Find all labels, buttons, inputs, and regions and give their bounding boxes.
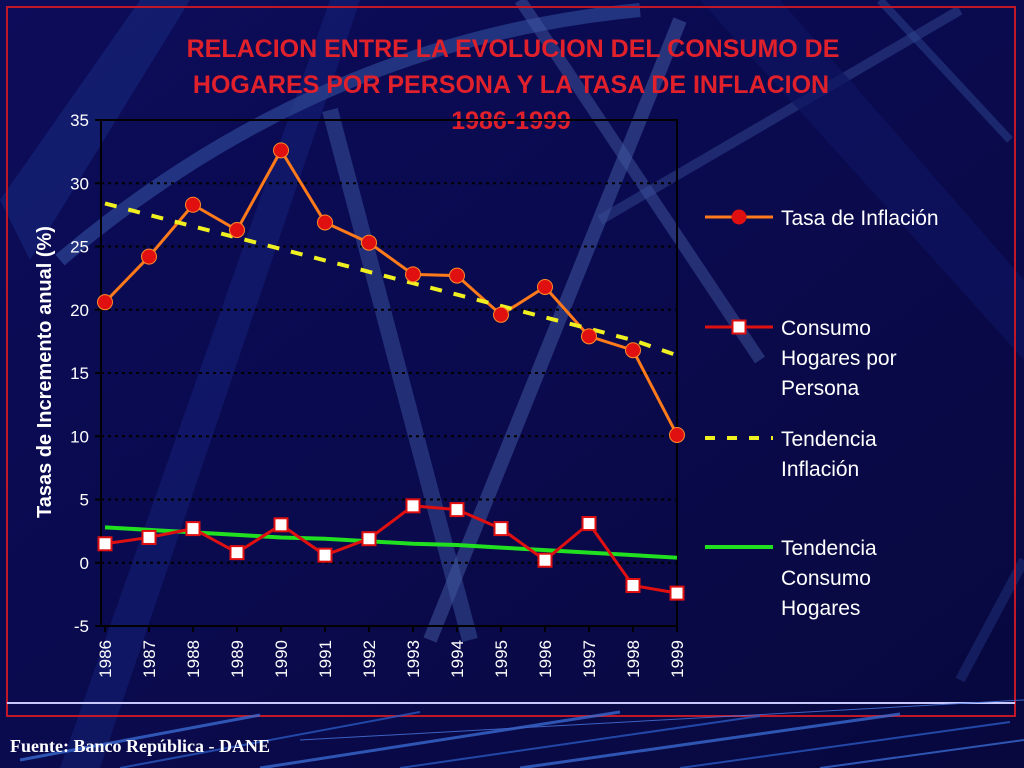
consumption-point <box>581 516 597 532</box>
consumption-point <box>97 536 113 552</box>
x-tick-label: 1989 <box>228 640 247 678</box>
consumption-point <box>361 531 377 547</box>
y-tick-label: 10 <box>70 427 89 446</box>
legend: Tasa de Inflación Consumo Hogares por Perso… <box>705 207 939 620</box>
x-tick-label: 1997 <box>580 640 599 678</box>
inflation-point <box>581 328 597 345</box>
plot-area: -5 0 5 10 15 20 25 30 35 1986 1987 1988 1989 1990 199… <box>70 111 687 678</box>
inflation-point <box>361 234 377 251</box>
legend-label: Inflación <box>781 458 859 481</box>
inflation-point <box>493 306 509 323</box>
inflation-point <box>97 294 113 311</box>
x-tick-label: 1999 <box>668 640 687 678</box>
consumption-point <box>669 585 685 601</box>
x-tick-label: 1996 <box>536 640 555 678</box>
consumption-point <box>405 498 421 514</box>
y-tick-label: 25 <box>70 238 89 257</box>
inflation-line <box>103 147 679 436</box>
y-tick-label: 20 <box>70 301 89 320</box>
chart-title-line-2: HOGARES POR PERSONA Y LA TASA DE INFLACI… <box>193 71 829 99</box>
source-note: Fuente: Banco República - DANE <box>10 736 270 756</box>
x-tick-label: 1986 <box>96 640 115 678</box>
gridlines <box>101 182 677 564</box>
inflation-point <box>273 142 289 159</box>
consumption-point <box>449 502 465 518</box>
legend-label: Tendencia <box>781 428 877 451</box>
legend-consumption: Consumo Hogares por Persona <box>705 317 897 400</box>
legend-label: Hogares <box>781 597 860 620</box>
y-axis-label: Tasas de Incremento anual (%) <box>34 226 56 518</box>
legend-swatch-marker <box>731 209 747 225</box>
y-tick-label: 30 <box>70 174 89 193</box>
consumption-point <box>493 521 509 537</box>
legend-label: Consumo <box>781 317 871 340</box>
inflation-point <box>537 278 553 295</box>
consumption-point <box>537 552 553 568</box>
y-tick-label: 5 <box>80 491 89 510</box>
legend-label: Persona <box>781 377 860 400</box>
legend-swatch-marker <box>731 319 747 335</box>
inflation-point <box>669 426 685 443</box>
consumption-point <box>625 578 641 594</box>
inflation-point <box>625 342 641 359</box>
legend-trend-inflation: Tendencia Inflación <box>705 428 877 481</box>
x-tick-label: 1992 <box>360 640 379 678</box>
footer-decoration <box>19 699 1024 768</box>
y-tick-label: 0 <box>80 554 89 573</box>
chart-title-line-1: RELACION ENTRE LA EVOLUCION DEL CONSUMO … <box>187 35 840 63</box>
consumption-point <box>141 529 157 545</box>
slide-border <box>6 6 1016 717</box>
x-axis-ticks: 1986 1987 1988 1989 1990 1991 1992 1993 1994 1995… <box>96 626 687 678</box>
x-tick-label: 1994 <box>448 640 467 678</box>
x-tick-label: 1998 <box>624 640 643 678</box>
x-tick-label: 1987 <box>140 640 159 678</box>
y-tick-label: 35 <box>70 111 89 130</box>
consumption-point <box>273 517 289 533</box>
x-tick-label: 1993 <box>404 640 423 678</box>
y-tick-label: 15 <box>70 364 89 383</box>
trend-inflation-line <box>104 201 678 358</box>
inflation-point <box>229 222 245 239</box>
inflation-point <box>141 248 157 265</box>
consumption-point <box>317 547 333 563</box>
legend-label: Tasa de Inflación <box>781 207 939 230</box>
x-tick-label: 1991 <box>316 640 335 678</box>
inflation-point <box>317 214 333 231</box>
x-tick-label: 1990 <box>272 640 291 678</box>
y-tick-label: -5 <box>74 617 89 636</box>
legend-label: Hogares por <box>781 347 897 370</box>
legend-trend-consumption: Tendencia Consumo Hogares <box>705 537 877 620</box>
y-axis-ticks: -5 0 5 10 15 20 25 30 35 <box>70 111 101 636</box>
series-layer <box>97 142 685 601</box>
x-tick-label: 1988 <box>184 640 203 678</box>
consumption-point <box>185 521 201 537</box>
inflation-point <box>405 266 421 283</box>
consumption-point <box>229 545 245 561</box>
inflation-point <box>449 267 465 284</box>
legend-label: Consumo <box>781 567 871 590</box>
x-tick-label: 1995 <box>492 640 511 678</box>
legend-label: Tendencia <box>781 537 877 560</box>
legend-inflation: Tasa de Inflación <box>705 207 939 230</box>
inflation-point <box>185 196 201 213</box>
